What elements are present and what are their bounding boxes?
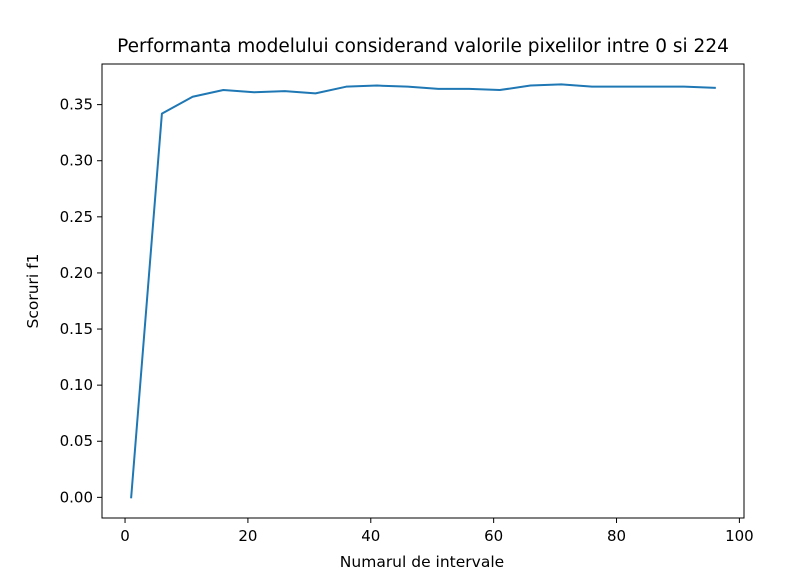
axes-frame xyxy=(101,63,745,519)
x-tick-label: 20 xyxy=(238,527,257,545)
series-line xyxy=(130,83,716,499)
x-tick-label: 80 xyxy=(607,527,626,545)
series-group xyxy=(130,83,716,499)
x-axis-label: Numarul de intervale xyxy=(340,553,504,571)
y-tick-label: 0.05 xyxy=(60,432,93,450)
y-tick-label: 0.00 xyxy=(60,488,93,506)
plot-area xyxy=(101,63,745,519)
y-tick-label: 0.25 xyxy=(60,208,93,226)
y-tick-label: 0.10 xyxy=(60,376,93,394)
y-tick-label: 0.20 xyxy=(60,264,93,282)
x-tick-label: 0 xyxy=(120,527,130,545)
y-axis-label: Scoruri f1 xyxy=(24,254,42,329)
x-tick-label: 40 xyxy=(361,527,380,545)
chart-title: Performanta modelului considerand valori… xyxy=(117,36,729,57)
x-axis-ticks: 0 20 40 60 80 100 xyxy=(120,518,754,545)
x-tick-label: 100 xyxy=(725,527,754,545)
y-axis-ticks: 0.00 0.05 0.10 0.15 0.20 0.25 0.30 0.35 xyxy=(60,96,102,506)
y-tick-label: 0.15 xyxy=(60,320,93,338)
y-tick-label: 0.30 xyxy=(60,152,93,170)
y-tick-label: 0.35 xyxy=(60,96,93,114)
x-tick-label: 60 xyxy=(484,527,503,545)
